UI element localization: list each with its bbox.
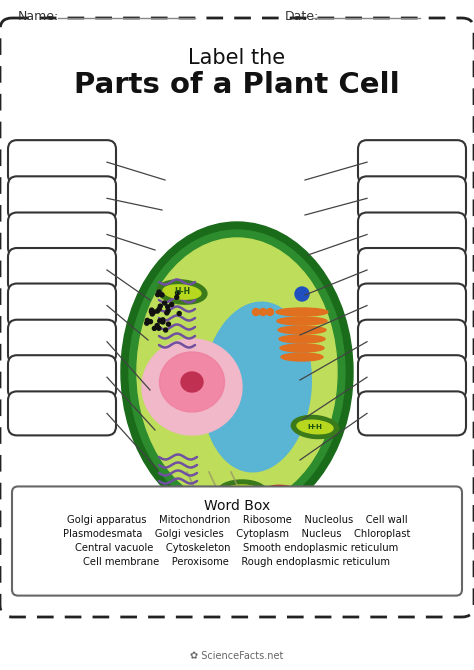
Text: Plasmodesmata    Golgi vesicles    Cytoplasm    Nucleus    Chloroplast: Plasmodesmata Golgi vesicles Cytoplasm N…	[64, 529, 410, 539]
Ellipse shape	[157, 307, 161, 311]
FancyBboxPatch shape	[358, 355, 466, 399]
FancyBboxPatch shape	[8, 176, 116, 220]
Ellipse shape	[152, 326, 156, 330]
Ellipse shape	[166, 322, 171, 326]
Ellipse shape	[158, 304, 162, 308]
Ellipse shape	[297, 420, 333, 433]
Text: Golgi apparatus    Mitochondrion    Ribosome    Nucleolus    Cell wall: Golgi apparatus Mitochondrion Ribosome N…	[67, 515, 407, 525]
Ellipse shape	[175, 291, 180, 295]
Ellipse shape	[155, 490, 209, 518]
Text: H-H: H-H	[308, 424, 322, 430]
Ellipse shape	[276, 308, 328, 316]
Ellipse shape	[166, 309, 170, 313]
Text: Cell membrane    Peroxisome    Rough endoplasmic reticulum: Cell membrane Peroxisome Rough endoplasm…	[83, 557, 391, 567]
Ellipse shape	[175, 295, 179, 299]
Ellipse shape	[158, 319, 162, 323]
Ellipse shape	[292, 415, 339, 439]
Text: H-H: H-H	[234, 488, 250, 496]
FancyBboxPatch shape	[358, 283, 466, 328]
Ellipse shape	[160, 293, 164, 297]
Ellipse shape	[152, 310, 155, 314]
Ellipse shape	[166, 305, 170, 309]
Ellipse shape	[157, 290, 161, 294]
Ellipse shape	[164, 328, 168, 332]
Ellipse shape	[259, 308, 266, 316]
Text: Label the: Label the	[189, 48, 285, 68]
FancyBboxPatch shape	[8, 320, 116, 364]
Ellipse shape	[177, 312, 181, 316]
Text: Parts of a Plant Cell: Parts of a Plant Cell	[74, 71, 400, 99]
Ellipse shape	[161, 318, 165, 322]
Ellipse shape	[158, 319, 163, 323]
Ellipse shape	[157, 326, 161, 330]
FancyBboxPatch shape	[358, 391, 466, 436]
FancyBboxPatch shape	[8, 355, 116, 399]
Ellipse shape	[150, 312, 155, 316]
Ellipse shape	[262, 485, 316, 515]
Ellipse shape	[159, 352, 225, 412]
Ellipse shape	[161, 320, 165, 324]
Text: Word Box: Word Box	[204, 499, 270, 513]
Ellipse shape	[266, 308, 273, 316]
Ellipse shape	[155, 309, 159, 313]
Ellipse shape	[277, 317, 327, 325]
Ellipse shape	[253, 308, 259, 316]
Text: Date:: Date:	[285, 9, 319, 23]
Ellipse shape	[163, 301, 167, 305]
FancyBboxPatch shape	[8, 391, 116, 436]
Ellipse shape	[129, 230, 345, 514]
Ellipse shape	[137, 238, 337, 506]
Ellipse shape	[223, 485, 261, 499]
Ellipse shape	[217, 480, 267, 504]
Text: Central vacuole    Cytoskeleton    Smooth endoplasmic reticulum: Central vacuole Cytoskeleton Smooth endo…	[75, 543, 399, 553]
FancyBboxPatch shape	[8, 212, 116, 257]
Ellipse shape	[149, 310, 154, 314]
FancyBboxPatch shape	[8, 248, 116, 292]
Ellipse shape	[163, 285, 201, 299]
Ellipse shape	[170, 303, 173, 307]
FancyBboxPatch shape	[12, 486, 462, 596]
FancyBboxPatch shape	[8, 283, 116, 328]
Ellipse shape	[148, 320, 153, 324]
FancyBboxPatch shape	[358, 320, 466, 364]
Ellipse shape	[203, 302, 311, 472]
Ellipse shape	[121, 222, 353, 522]
Ellipse shape	[279, 335, 325, 343]
FancyBboxPatch shape	[358, 140, 466, 184]
Ellipse shape	[157, 280, 207, 304]
Ellipse shape	[150, 308, 154, 312]
Ellipse shape	[281, 353, 323, 361]
Ellipse shape	[142, 339, 242, 435]
Text: ✿ ScienceFacts.net: ✿ ScienceFacts.net	[191, 651, 283, 661]
Ellipse shape	[295, 287, 309, 301]
Text: Name:: Name:	[18, 9, 59, 23]
Ellipse shape	[146, 318, 149, 322]
Text: H-H: H-H	[174, 287, 190, 297]
FancyBboxPatch shape	[358, 212, 466, 257]
FancyBboxPatch shape	[358, 248, 466, 292]
Ellipse shape	[156, 293, 160, 297]
Ellipse shape	[145, 321, 149, 325]
Ellipse shape	[160, 494, 203, 513]
FancyBboxPatch shape	[8, 140, 116, 184]
Ellipse shape	[165, 311, 169, 315]
FancyBboxPatch shape	[358, 176, 466, 220]
Ellipse shape	[280, 344, 324, 352]
Ellipse shape	[155, 324, 159, 328]
Ellipse shape	[181, 372, 203, 392]
Ellipse shape	[268, 490, 310, 510]
Ellipse shape	[278, 326, 326, 334]
